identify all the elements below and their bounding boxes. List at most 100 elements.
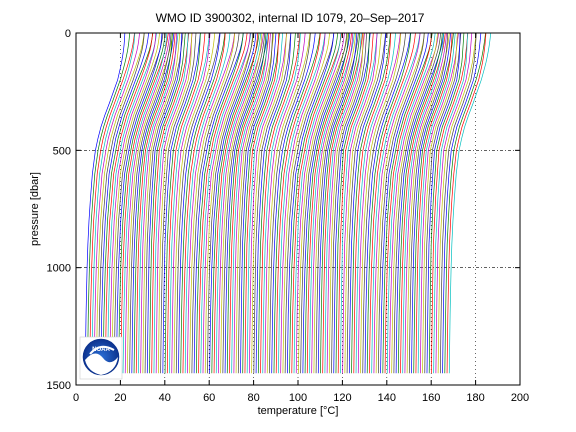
profile-line bbox=[187, 33, 235, 374]
profile-line bbox=[335, 33, 370, 374]
profile-line bbox=[317, 33, 358, 374]
profile-line bbox=[226, 33, 267, 374]
profile-line bbox=[251, 33, 287, 374]
profile-line bbox=[244, 33, 280, 374]
profile-line bbox=[311, 33, 354, 374]
x-tick-label: 160 bbox=[422, 392, 440, 404]
x-tick-label: 140 bbox=[378, 392, 396, 404]
profile-line bbox=[200, 33, 252, 374]
x-axis-title: temperature [°C] bbox=[258, 405, 339, 417]
x-tick-label: 120 bbox=[333, 392, 351, 404]
profile-line bbox=[413, 33, 454, 374]
profile-line bbox=[322, 33, 364, 374]
profile-line bbox=[371, 33, 421, 374]
profile-line bbox=[282, 33, 330, 374]
profile-line bbox=[266, 33, 311, 374]
profile-line bbox=[249, 33, 288, 374]
profile-line bbox=[395, 33, 445, 374]
profile-line bbox=[220, 33, 263, 374]
profile-line bbox=[437, 33, 477, 374]
profile-line bbox=[355, 33, 396, 374]
profile-line bbox=[166, 33, 206, 374]
profile-line bbox=[229, 33, 270, 374]
profile-line bbox=[389, 33, 439, 374]
profile-line bbox=[400, 33, 446, 374]
profile-line bbox=[124, 33, 171, 374]
profile-line bbox=[180, 33, 226, 374]
profile-line bbox=[291, 33, 342, 374]
profile-line bbox=[262, 33, 301, 374]
profile-lines bbox=[84, 33, 492, 374]
profile-line bbox=[153, 33, 189, 374]
profile-line bbox=[348, 33, 387, 374]
x-tick-label: 200 bbox=[511, 392, 529, 404]
profile-line bbox=[269, 33, 311, 374]
profile-line bbox=[391, 33, 438, 374]
profile-line bbox=[91, 33, 136, 374]
profile-line bbox=[304, 33, 349, 374]
profile-line bbox=[353, 33, 392, 374]
profile-line bbox=[428, 33, 465, 374]
profile-line bbox=[402, 33, 445, 374]
profile-line bbox=[93, 33, 140, 374]
profile-line bbox=[131, 33, 175, 374]
profile-line bbox=[444, 33, 486, 374]
profile-line bbox=[362, 33, 406, 374]
profile-line bbox=[366, 33, 412, 374]
profile-line bbox=[313, 33, 356, 374]
profile-line bbox=[160, 33, 197, 374]
profile-line bbox=[184, 33, 231, 374]
profile-line bbox=[346, 33, 387, 374]
profile-line bbox=[375, 33, 425, 374]
profile-line bbox=[337, 33, 374, 374]
profile-line bbox=[422, 33, 458, 374]
profile-line bbox=[295, 33, 345, 374]
profile-line bbox=[446, 33, 487, 374]
profile-line bbox=[344, 33, 382, 374]
profile-line bbox=[273, 33, 321, 374]
profile-line bbox=[142, 33, 181, 374]
x-tick-label: 80 bbox=[247, 392, 259, 404]
profile-line bbox=[393, 33, 442, 374]
profile-line bbox=[424, 33, 462, 374]
profile-line bbox=[431, 33, 469, 374]
profile-line bbox=[384, 33, 432, 374]
profile-line bbox=[111, 33, 160, 374]
profile-line bbox=[155, 33, 193, 374]
profile-line bbox=[204, 33, 255, 374]
profile-line bbox=[397, 33, 443, 374]
profile-line bbox=[380, 33, 429, 374]
profile-line bbox=[107, 33, 157, 374]
profile-line bbox=[224, 33, 268, 374]
profile-line bbox=[96, 33, 145, 374]
profile-line bbox=[448, 33, 492, 374]
profile-line bbox=[306, 33, 352, 374]
profile-line bbox=[113, 33, 164, 374]
profile-line bbox=[87, 33, 131, 374]
profile-line bbox=[382, 33, 433, 374]
profile-line bbox=[215, 33, 262, 374]
axes: 0 20 40 60 80 100 120 140 160 180 200 0 500 1000 1500 bbox=[47, 28, 530, 404]
profile-line bbox=[293, 33, 342, 374]
x-tick-label: 40 bbox=[159, 392, 171, 404]
profile-line bbox=[369, 33, 416, 374]
profile-line bbox=[158, 33, 193, 374]
profile-line bbox=[360, 33, 402, 374]
x-tick-label: 60 bbox=[203, 392, 215, 404]
profile-line bbox=[182, 33, 226, 374]
profile-line bbox=[162, 33, 201, 374]
profile-line bbox=[129, 33, 172, 374]
profile-line bbox=[340, 33, 378, 374]
profile-line bbox=[104, 33, 153, 374]
profile-line bbox=[240, 33, 277, 374]
profile-line bbox=[195, 33, 244, 374]
profile-line bbox=[138, 33, 179, 374]
profile-line bbox=[169, 33, 211, 374]
profile-line bbox=[175, 33, 220, 374]
profile-line bbox=[280, 33, 326, 374]
profile-line bbox=[320, 33, 361, 374]
profile-line bbox=[324, 33, 362, 374]
x-tick-label: 0 bbox=[73, 392, 79, 404]
profile-line bbox=[98, 33, 145, 374]
profile-line bbox=[246, 33, 284, 374]
